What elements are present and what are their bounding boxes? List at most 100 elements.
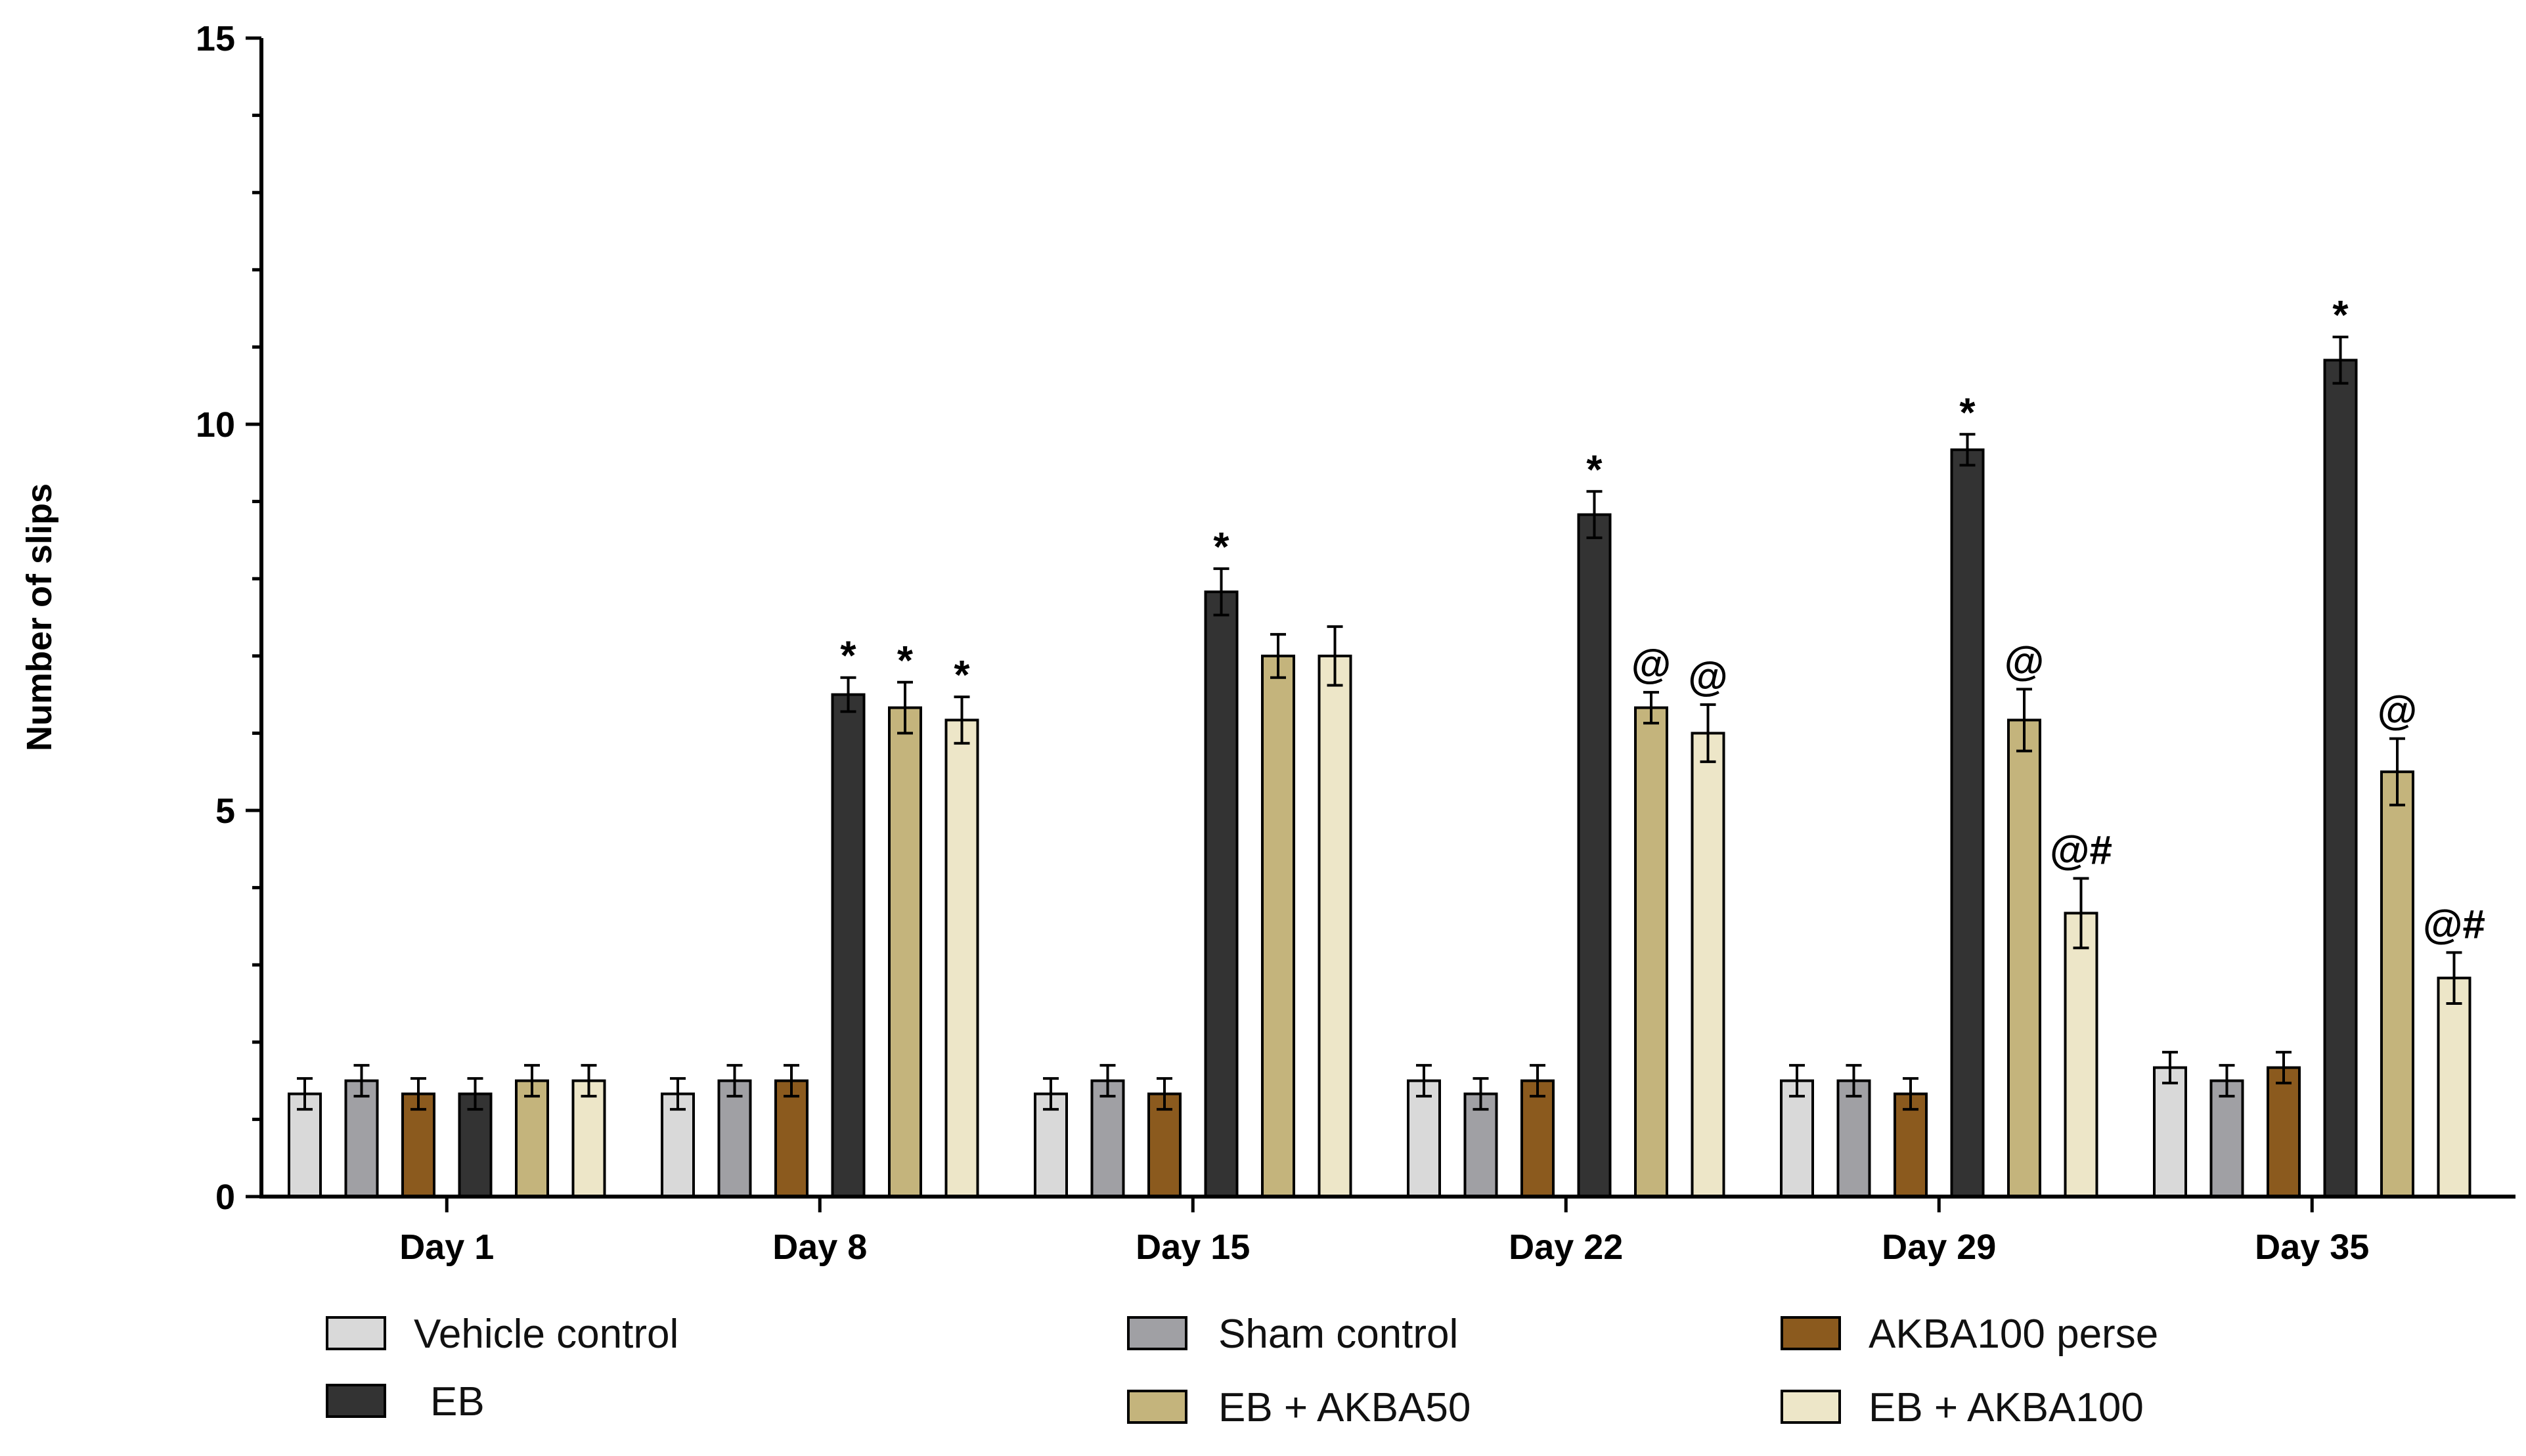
error-bar-sham-control-day-1: [353, 1064, 370, 1098]
error-bar-eb-akba100-day-1: [581, 1064, 597, 1098]
error-bar-eb-akba100-day-8: [954, 695, 970, 745]
bar-eb-day-29: [1950, 448, 1985, 1198]
legend-label-vehicle-control: Vehicle control: [414, 1312, 678, 1357]
error-bar-vehicle-control-day-1: [297, 1077, 313, 1111]
bar-eb-akba100-day-22: [1691, 732, 1725, 1198]
bar-akba100-perse-day-8: [774, 1079, 809, 1198]
error-bar-eb-day-22: [1586, 490, 1603, 539]
error-bar-eb-akba50-day-15: [1270, 632, 1286, 679]
bar-eb-akba100-day-29: [2064, 912, 2098, 1198]
legend-item-vehicle-control: Vehicle control: [326, 1312, 678, 1357]
bar-vehicle-control-day-22: [1407, 1079, 1441, 1198]
y-tick-label: 0: [215, 1178, 235, 1217]
error-bar-eb-day-35: [2332, 336, 2349, 385]
error-bar-eb-akba100-day-15: [1327, 625, 1343, 687]
legend-item-akba100-perse: AKBA100 perse: [1781, 1312, 2158, 1357]
error-bar-eb-akba50-day-29: [2016, 688, 2032, 753]
error-bar-vehicle-control-day-8: [670, 1077, 686, 1111]
bar-eb-day-15: [1204, 590, 1239, 1198]
y-tick-label: 10: [196, 405, 235, 445]
error-bar-akba100-perse-day-8: [784, 1064, 799, 1098]
significance-mark-eb-akba50-day-8: *: [897, 638, 914, 684]
legend-swatch-akba100-perse: [1781, 1316, 1841, 1350]
bar-eb-akba100-day-35: [2437, 977, 2471, 1199]
bar-eb-akba100-day-8: [944, 718, 979, 1198]
annotations-layer: * * * * * @ @ * @ @# * @ @#: [840, 293, 2485, 947]
significance-mark-eb-day-8: *: [840, 634, 856, 679]
x-tick-label-day-1: Day 1: [399, 1227, 494, 1267]
error-bars-layer: [297, 336, 2462, 1111]
error-bar-eb-akba100-day-29: [2073, 877, 2089, 950]
error-bar-vehicle-control-day-22: [1416, 1064, 1432, 1098]
error-bar-eb-day-8: [840, 676, 856, 713]
significance-mark-eb-day-15: *: [1213, 525, 1230, 570]
legend-label-eb: EB: [430, 1379, 485, 1424]
error-bar-eb-day-29: [1959, 433, 1976, 467]
bar-eb-day-22: [1577, 513, 1612, 1198]
error-bar-akba100-perse-day-22: [1530, 1064, 1545, 1098]
legend-swatch-eb-akba50: [1127, 1390, 1187, 1424]
significance-mark-eb-akba50-day-22: @: [1631, 642, 1671, 687]
legend: Vehicle control EB Sham control EB + AKBA50…: [326, 1312, 2158, 1430]
bar-eb-akba100-day-15: [1318, 654, 1352, 1198]
bar-eb-day-35: [2323, 359, 2358, 1199]
bar-eb-day-8: [831, 693, 866, 1198]
error-bar-akba100-perse-day-29: [1903, 1077, 1918, 1111]
legend-swatch-sham-control: [1127, 1316, 1187, 1350]
bar-eb-akba50-day-8: [888, 706, 922, 1199]
bar-eb-akba50-day-15: [1261, 654, 1295, 1198]
legend-label-eb-akba100: EB + AKBA100: [1869, 1385, 2144, 1430]
x-tick-label-day-22: Day 22: [1509, 1227, 1623, 1267]
bar-akba100-perse-day-35: [2267, 1066, 2301, 1199]
bar-vehicle-control-day-8: [661, 1092, 695, 1199]
x-tick-label-day-8: Day 8: [772, 1227, 867, 1267]
axes-layer: 0 5 10 15 Day 1 Day 8 Day 15 Day 22 Day 29 Day 35: [196, 19, 2515, 1267]
legend-swatch-eb-akba100: [1781, 1390, 1841, 1424]
bar-akba100-perse-day-29: [1894, 1092, 1928, 1199]
error-bar-sham-control-day-35: [2219, 1064, 2235, 1098]
x-tick-label-day-35: Day 35: [2255, 1227, 2369, 1267]
error-bar-eb-akba50-day-1: [524, 1064, 540, 1098]
bar-eb-akba100-day-1: [571, 1079, 606, 1198]
bar-sham-control-day-35: [2209, 1079, 2244, 1198]
error-bar-eb-akba50-day-8: [897, 680, 913, 735]
bar-sham-control-day-1: [344, 1079, 379, 1198]
significance-mark-eb-day-22: *: [1586, 447, 1603, 493]
error-bar-eb-day-1: [467, 1077, 483, 1111]
bar-eb-akba50-day-1: [515, 1079, 549, 1198]
y-tick-label: 5: [215, 791, 235, 831]
error-bar-akba100-perse-day-35: [2276, 1051, 2292, 1085]
error-bar-akba100-perse-day-15: [1157, 1077, 1172, 1111]
error-bar-akba100-perse-day-1: [410, 1077, 426, 1111]
legend-item-eb-akba100: EB + AKBA100: [1781, 1385, 2144, 1430]
error-bar-vehicle-control-day-35: [2162, 1051, 2178, 1085]
error-bar-eb-akba50-day-35: [2389, 737, 2405, 806]
significance-mark-eb-day-35: *: [2332, 293, 2349, 338]
legend-swatch-eb: [326, 1384, 386, 1418]
bar-akba100-perse-day-22: [1520, 1079, 1555, 1198]
error-bar-eb-akba100-day-35: [2446, 951, 2462, 1005]
significance-mark-eb-akba100-day-29: @#: [2050, 827, 2112, 873]
bar-eb-akba50-day-22: [1634, 706, 1668, 1199]
significance-mark-eb-akba50-day-29: @: [2005, 638, 2044, 684]
error-bar-sham-control-day-8: [726, 1064, 743, 1098]
legend-item-eb-akba50: EB + AKBA50: [1127, 1385, 1471, 1430]
x-tick-label-day-15: Day 15: [1136, 1227, 1250, 1267]
bars-layer: [288, 359, 2471, 1199]
error-bar-vehicle-control-day-29: [1789, 1064, 1805, 1098]
error-bar-eb-day-15: [1213, 567, 1230, 617]
error-bar-vehicle-control-day-15: [1043, 1077, 1059, 1111]
error-bar-sham-control-day-15: [1099, 1064, 1116, 1098]
legend-label-akba100-perse: AKBA100 perse: [1869, 1312, 2158, 1357]
bar-sham-control-day-15: [1090, 1079, 1125, 1198]
bar-sham-control-day-8: [717, 1079, 752, 1198]
legend-swatch-vehicle-control: [326, 1316, 386, 1350]
error-bar-sham-control-day-29: [1846, 1064, 1862, 1098]
bar-eb-akba50-day-29: [2007, 718, 2041, 1198]
bar-akba100-perse-day-15: [1147, 1092, 1182, 1199]
bar-eb-akba50-day-35: [2380, 770, 2414, 1198]
x-tick-label-day-29: Day 29: [1882, 1227, 1996, 1267]
legend-label-sham-control: Sham control: [1218, 1312, 1458, 1357]
bar-vehicle-control-day-29: [1780, 1079, 1814, 1198]
